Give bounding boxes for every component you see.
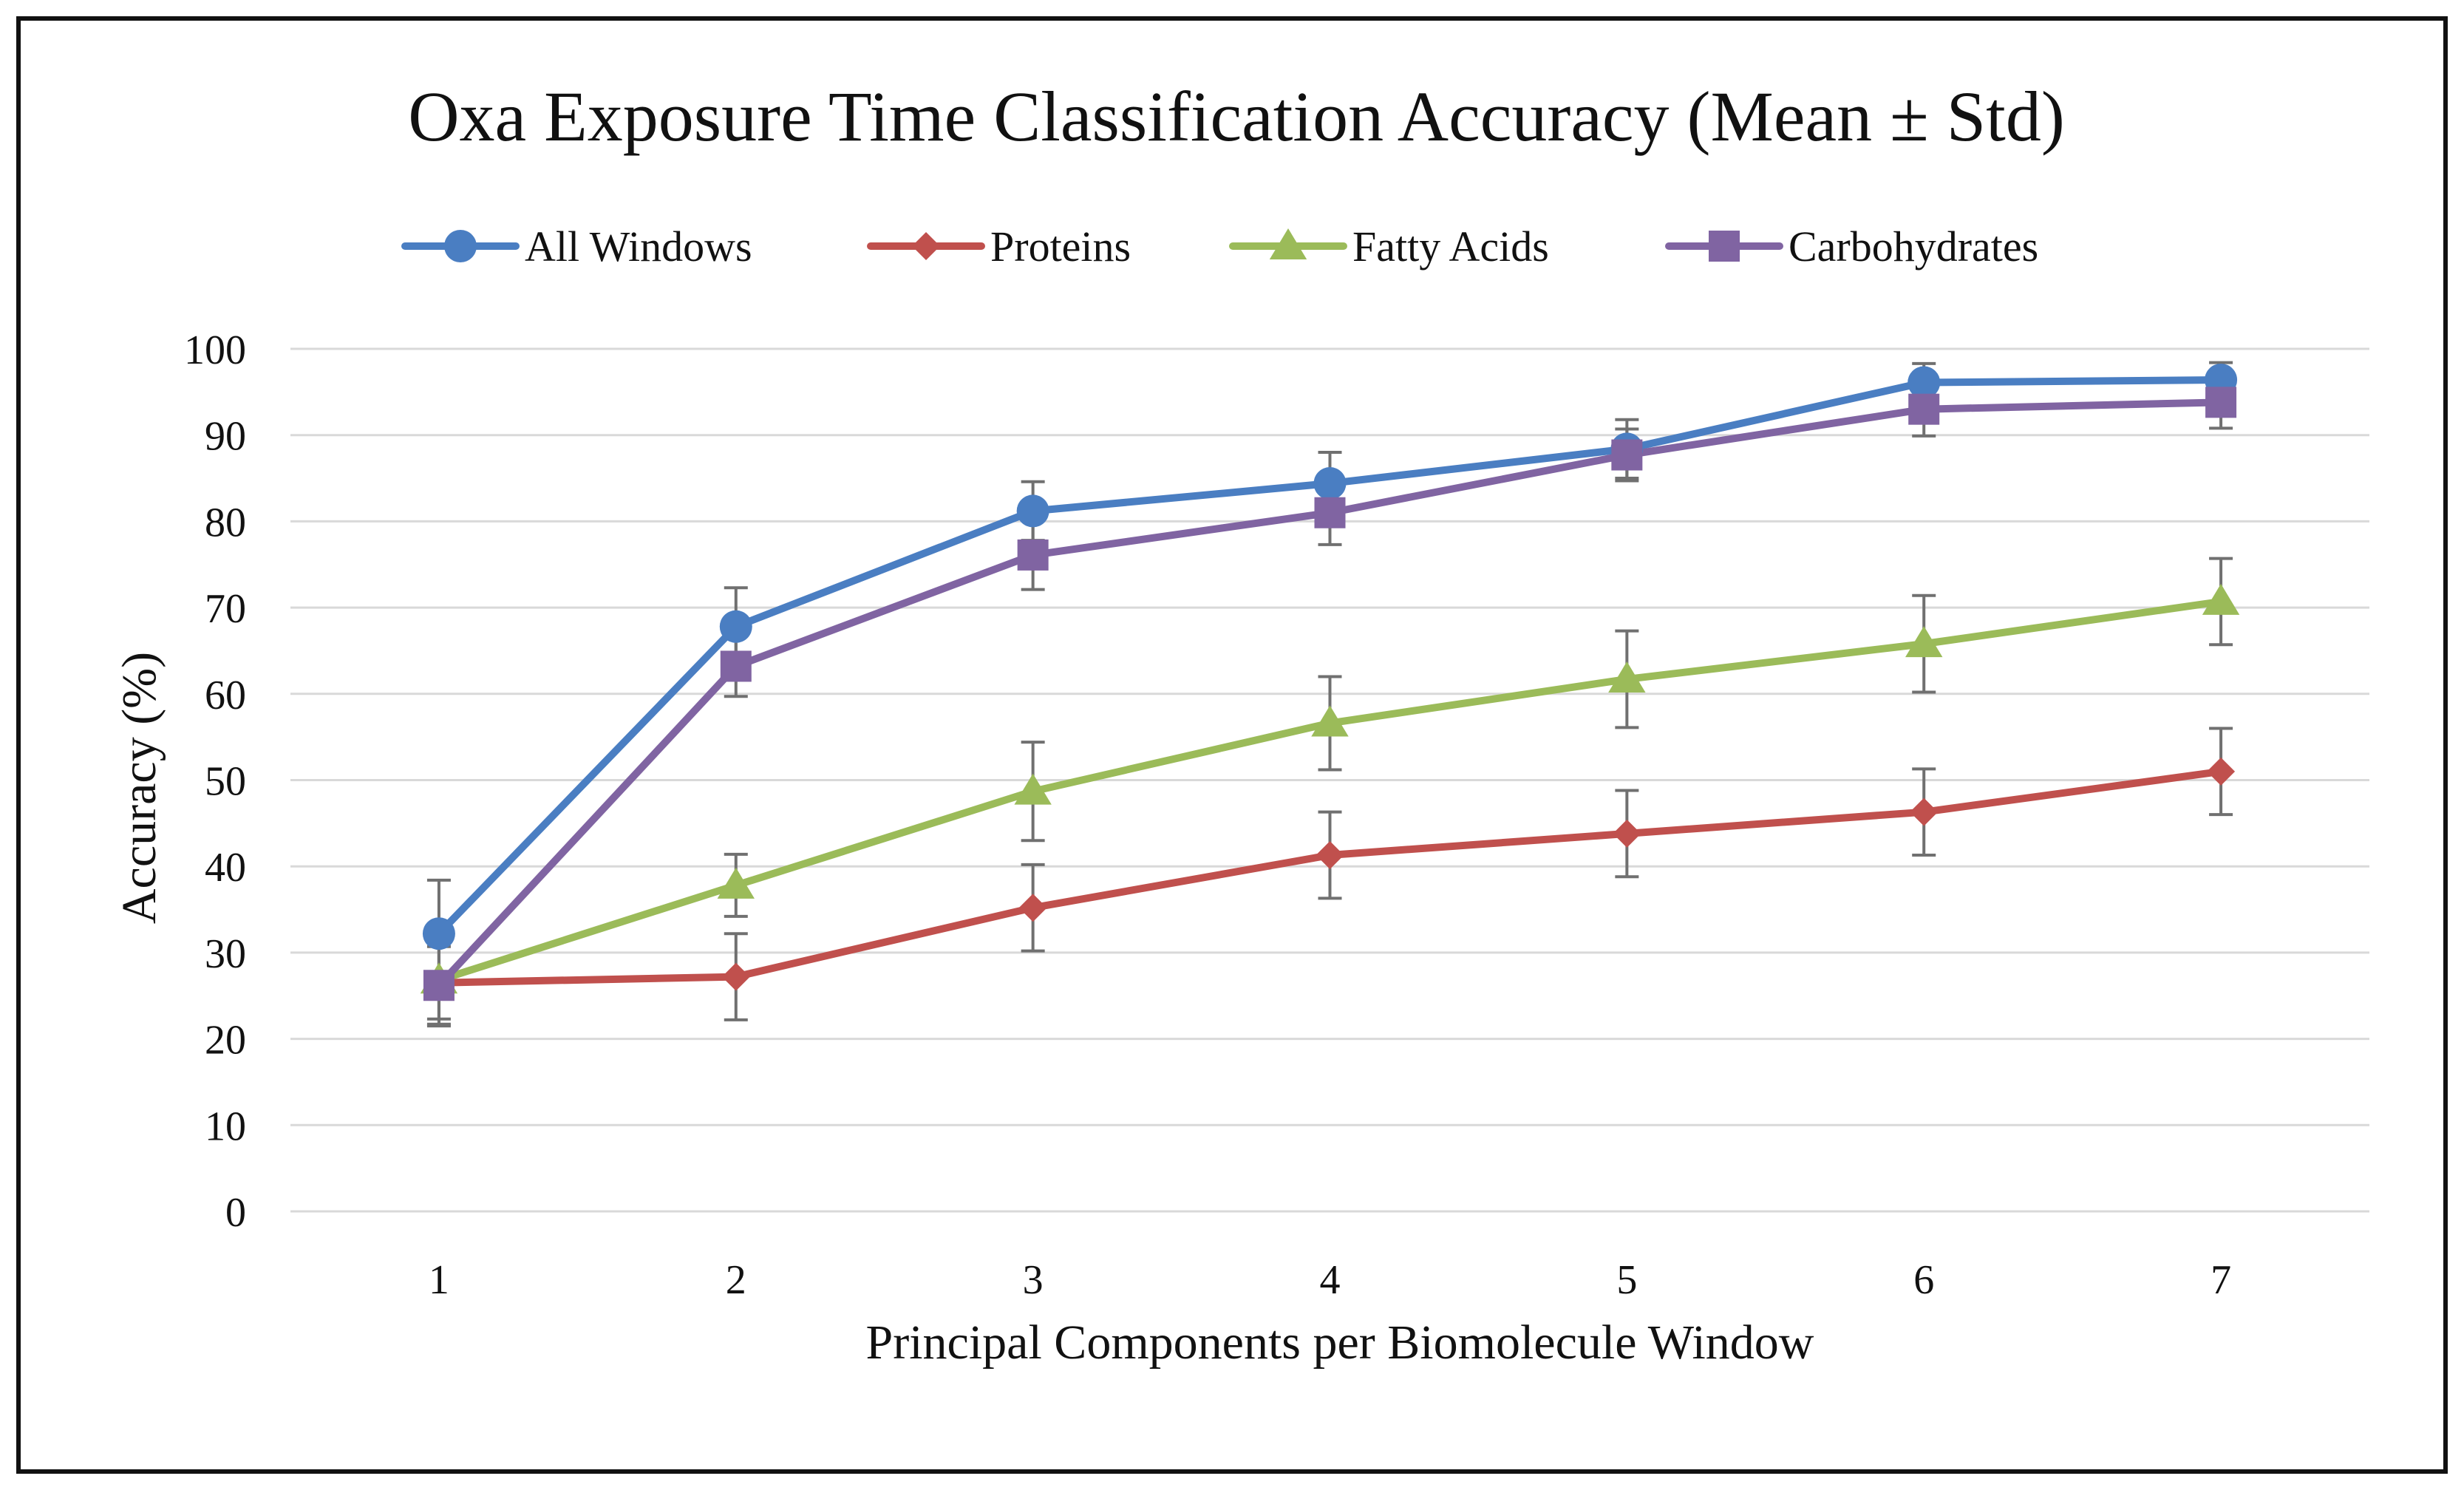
x-tick-label: 1: [429, 1257, 449, 1303]
fatty-acids-point: [1014, 773, 1052, 805]
legend-label: Proteins: [990, 222, 1131, 271]
y-tick-label: 100: [184, 327, 246, 373]
x-tick-label: 2: [726, 1257, 746, 1303]
y-tick-label: 50: [205, 759, 246, 805]
carbohydrates-point: [1908, 393, 1940, 425]
y-tick-label: 40: [205, 845, 246, 891]
fatty-acids-point: [1608, 661, 1646, 693]
proteins-point: [1018, 894, 1047, 922]
legend-item-carbohydrates: Carbohydrates: [1665, 222, 2038, 271]
y-tick-label: 90: [205, 414, 246, 460]
legend-marker: [444, 230, 477, 262]
x-tick-label: 4: [1320, 1257, 1341, 1303]
proteins-point: [1910, 797, 1939, 826]
fatty-acids-point: [1905, 626, 1943, 658]
y-tick-label: 70: [205, 586, 246, 632]
x-axis-title: Principal Components per Biomolecule Win…: [866, 1316, 1814, 1370]
all-windows-point: [1313, 467, 1347, 500]
legend-marker: [912, 232, 940, 260]
all-windows-point: [1907, 366, 1941, 399]
legend-item-all-windows: All Windows: [401, 222, 752, 271]
carbohydrates-point: [2205, 387, 2237, 418]
x-tick-label: 6: [1913, 1257, 1934, 1303]
fatty-acids-point: [717, 867, 755, 899]
legend-item-fatty-acids: Fatty Acids: [1229, 222, 1549, 271]
y-axis-title: Accuracy (%): [112, 652, 166, 924]
proteins-point: [2207, 757, 2236, 786]
x-axis-ticks: 1 2 3 4 5 6 7: [429, 1257, 2231, 1303]
series-markers: [420, 364, 2240, 1001]
legend-item-proteins: Proteins: [867, 222, 1131, 271]
legend-label: All Windows: [525, 222, 752, 271]
legend: All Windows Proteins Fatty Acids Carbohydra…: [401, 222, 2038, 271]
proteins-point: [1316, 841, 1344, 870]
fatty-acids-point: [1311, 705, 1349, 737]
legend-label: Fatty Acids: [1352, 222, 1549, 271]
y-tick-label: 0: [225, 1190, 246, 1236]
y-tick-label: 20: [205, 1018, 246, 1064]
x-tick-label: 5: [1616, 1257, 1637, 1303]
legend-marker: [1269, 228, 1307, 259]
legend-label: Carbohydrates: [1789, 222, 2038, 271]
fatty-acids-point: [2202, 583, 2240, 615]
y-tick-label: 80: [205, 500, 246, 545]
all-windows-point: [719, 610, 752, 643]
chart-svg: Oxa Exposure Time Classification Accurac…: [112, 77, 2369, 1370]
proteins-point: [721, 962, 750, 991]
y-tick-label: 10: [205, 1103, 246, 1149]
carbohydrates-point: [423, 970, 455, 1001]
x-tick-label: 3: [1023, 1257, 1044, 1303]
all-windows-point: [422, 917, 455, 950]
proteins-point: [1613, 819, 1641, 848]
y-axis-ticks: 0 10 20 30 40 50 60 70 80 90 100: [184, 327, 246, 1236]
carbohydrates-point: [1611, 439, 1643, 471]
legend-marker: [1709, 231, 1740, 262]
carbohydrates-point: [720, 650, 752, 682]
all-windows-point: [1016, 494, 1049, 528]
y-tick-label: 30: [205, 931, 246, 977]
chart-figure: Oxa Exposure Time Classification Accurac…: [16, 16, 2448, 1474]
x-tick-label: 7: [2211, 1257, 2231, 1303]
y-tick-label: 60: [205, 673, 246, 718]
chart-title: Oxa Exposure Time Classification Accurac…: [408, 77, 2065, 156]
carbohydrates-point: [1017, 539, 1049, 571]
carbohydrates-point: [1314, 497, 1346, 528]
